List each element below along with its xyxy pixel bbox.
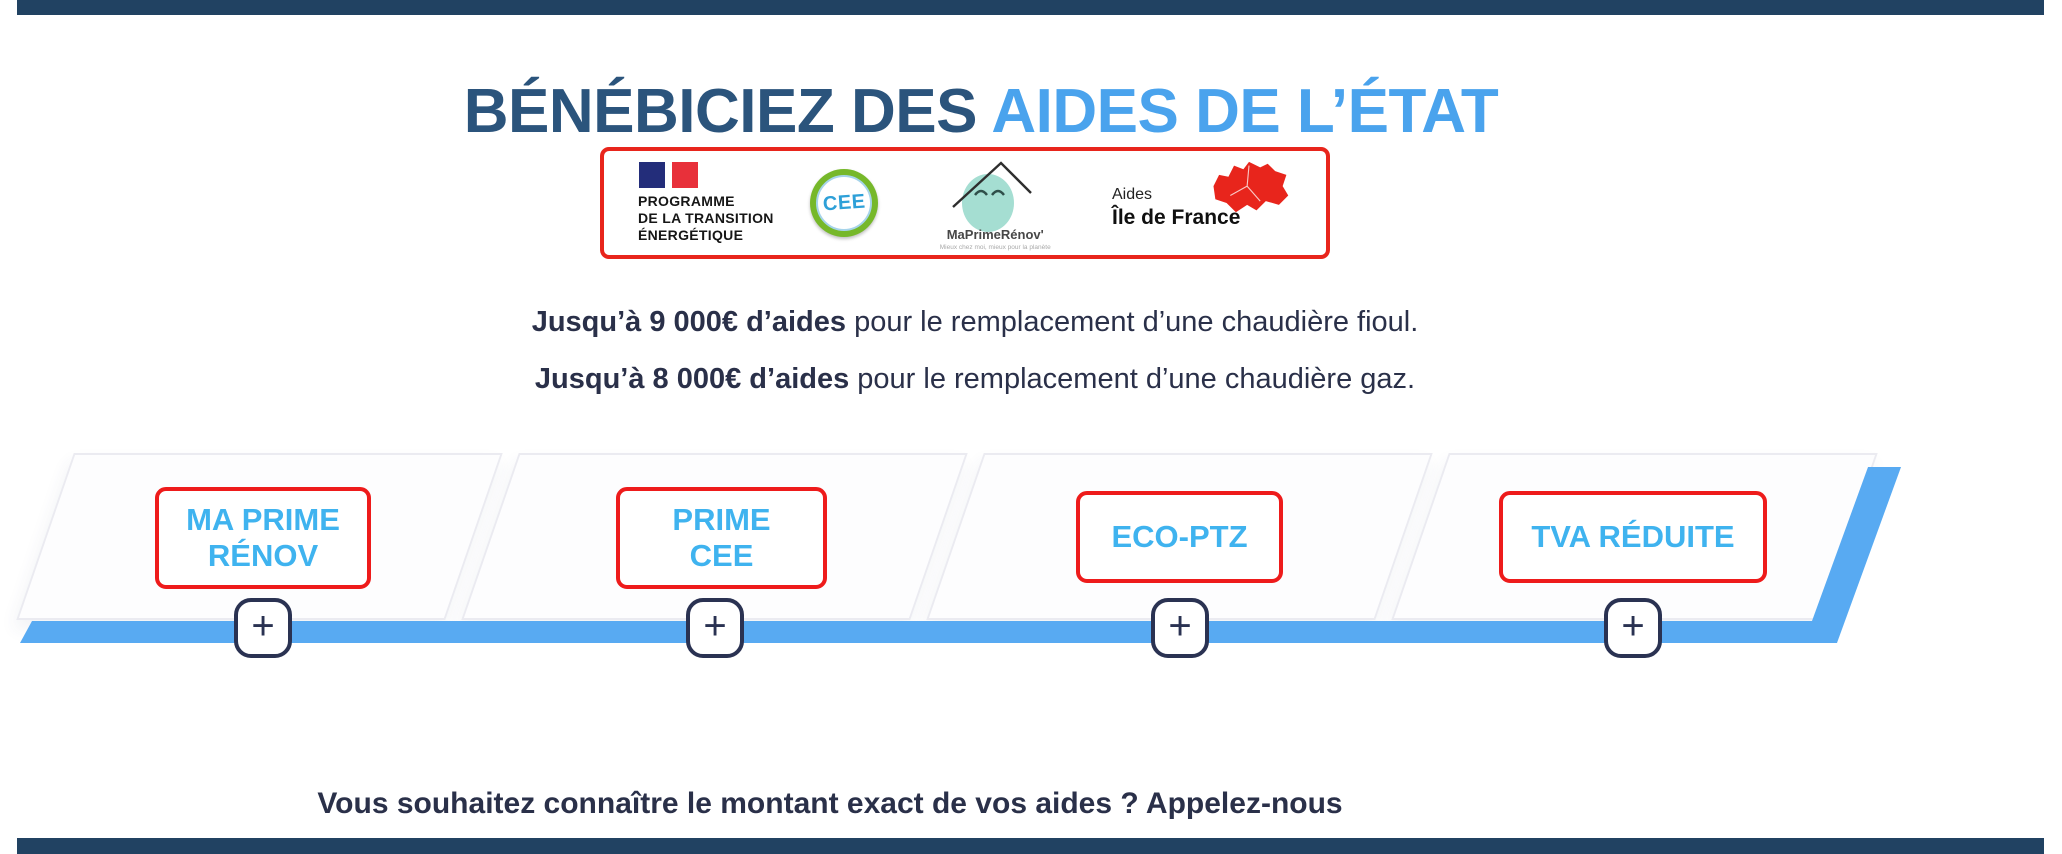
plus-icon: +: [703, 604, 727, 648]
partner-logos-box: PROGRAMME DE LA TRANSITION ÉNERGÉTIQUE C…: [600, 147, 1330, 259]
logo-programme-transition-energetique: PROGRAMME DE LA TRANSITION ÉNERGÉTIQUE: [638, 161, 774, 244]
expand-button-eco-ptz[interactable]: +: [1151, 598, 1209, 658]
benefit-gaz-rest: pour le remplacement d’une chaudière gaz…: [849, 363, 1416, 395]
page-title-dark-part: BÉNÉBICIEZ DES: [463, 76, 992, 146]
aid-label-line1: ECO-PTZ: [1111, 519, 1248, 555]
programme-line2: DE LA TRANSITION: [638, 209, 774, 226]
aid-card-tva-reduite[interactable]: TVA RÉDUITE: [1499, 491, 1767, 583]
top-navy-bar: [17, 0, 2044, 15]
benefit-line-fioul: Jusqu’à 9 000€ d’aides pour le remplacem…: [0, 306, 1950, 339]
maprimerenov-name: MaPrimeRénov': [946, 227, 1044, 242]
expand-button-prime-cee[interactable]: +: [686, 598, 744, 658]
programme-line3: ÉNERGÉTIQUE: [638, 227, 744, 244]
aid-card-ma-prime-renov[interactable]: MA PRIME RÉNOV: [155, 487, 371, 589]
expand-button-ma-prime-renov[interactable]: +: [234, 598, 292, 658]
plus-icon: +: [1621, 604, 1645, 648]
aid-label-line2: RÉNOV: [207, 538, 319, 573]
plus-icon: +: [1168, 604, 1192, 648]
cta-text: Vous souhaitez connaître le montant exac…: [317, 787, 1343, 820]
ile-de-france-map-icon: [1213, 161, 1289, 213]
france-flag-icon: [639, 161, 774, 188]
bottom-navy-bar: [17, 838, 2044, 854]
benefit-gaz-amount: Jusqu’à 8 000€ d’aides: [534, 363, 850, 395]
cee-label: CEE: [822, 190, 867, 215]
cee-badge-icon: CEE: [810, 169, 879, 237]
logo-aides-ile-de-france: Aides Île de France: [1112, 153, 1292, 253]
benefit-fioul-amount: Jusqu’à 9 000€ d’aides: [531, 306, 847, 338]
aid-card-prime-cee[interactable]: PRIME CEE: [616, 487, 827, 589]
page-title-accent-part: AIDES DE L’ÉTAT: [991, 76, 1499, 146]
maprimerenov-tagline: Mieux chez moi, mieux pour la planète: [939, 244, 1051, 251]
benefit-fioul-rest: pour le remplacement d’une chaudière fio…: [846, 306, 1419, 338]
aid-label-line1: PRIME: [672, 502, 771, 538]
aid-label-line1: TVA RÉDUITE: [1531, 519, 1735, 555]
expand-button-tva-reduite[interactable]: +: [1604, 598, 1662, 658]
benefit-line-gaz: Jusqu’à 8 000€ d’aides pour le remplacem…: [0, 363, 1950, 396]
idf-region-label: Île de France: [1111, 206, 1241, 229]
plus-icon: +: [251, 604, 275, 648]
aid-card-eco-ptz[interactable]: ECO-PTZ: [1076, 491, 1283, 583]
aid-label-line1: MA PRIME: [186, 502, 340, 538]
programme-line1: PROGRAMME: [638, 192, 735, 209]
logo-maprimerenov: MaPrimeRénov' Mieux chez moi, mieux pour…: [915, 155, 1075, 251]
timeline-blue-bar: [20, 621, 1836, 643]
maprimerenov-house-icon: [952, 161, 1033, 232]
aid-label-line2: CEE: [689, 538, 754, 573]
idf-aides-label: Aides: [1111, 186, 1153, 203]
page-title: BÉNÉBICIEZ DES AIDES DE L’ÉTAT: [0, 76, 1962, 147]
